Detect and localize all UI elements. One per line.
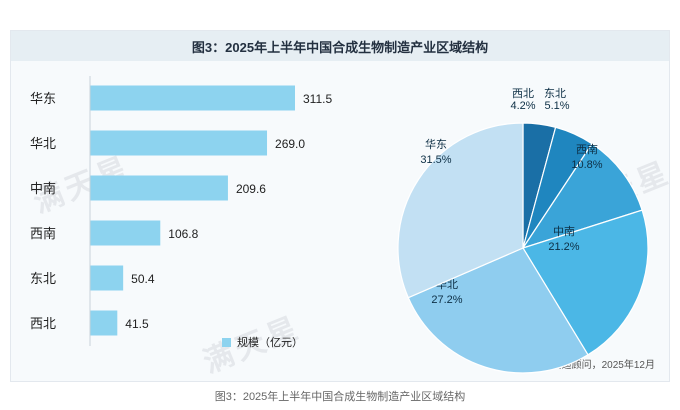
chart-title: 图3：2025年上半年中国合成生物制造产业区域结构: [191, 39, 489, 55]
pie-value-label: 21.2%: [548, 241, 579, 253]
pie-value-label: 5.1%: [544, 100, 569, 112]
legend-label: 规模（亿元）: [237, 337, 303, 349]
bar-category-label: 华北: [30, 136, 56, 151]
chart-canvas: 华东 311.5 华北 269.0 中南 209.6 西南 106.8 东北 50.4 西北 41.5…: [30, 76, 649, 374]
bar: [90, 310, 118, 336]
pie-slice: [521, 142, 643, 250]
bar-value-label: 269.0: [275, 137, 305, 151]
figure-caption: 图3：2025年上半年中国合成生物制造产业区域结构: [214, 391, 466, 403]
pie-slice: [407, 247, 589, 374]
bar: [90, 220, 161, 246]
bar-value-label: 106.8: [168, 227, 198, 241]
pie-slice-label: 西南: [576, 143, 598, 156]
bar-category-label: 华东: [30, 91, 56, 106]
bar: [90, 175, 228, 201]
bar: [90, 265, 124, 291]
bar-category-label: 西北: [30, 316, 56, 331]
legend-swatch: [222, 337, 231, 347]
data-source-note: *数据来源：赛迪顾问，2025年12月: [497, 360, 655, 371]
bar-category-label: 西南: [30, 226, 56, 241]
pie-slice: [397, 122, 524, 299]
pie-value-label: 27.2%: [431, 294, 462, 306]
bar-legend: 规模（亿元）: [222, 334, 303, 350]
bar: [90, 130, 268, 156]
bar: [90, 85, 295, 111]
chart-title-bar: 图3：2025年上半年中国合成生物制造产业区域结构: [11, 31, 669, 61]
bar-value-label: 311.5: [303, 92, 332, 106]
pie-slice-label: 华东: [425, 137, 447, 151]
bar-value-label: 41.5: [125, 317, 149, 331]
pie-slice-label: 中南: [553, 225, 575, 238]
pie-slice-label: 东北: [544, 87, 566, 100]
pie-value-label: 10.8%: [571, 159, 602, 171]
bar-category-label: 中南: [30, 181, 56, 196]
pie-value-label: 4.2%: [510, 100, 535, 112]
bar-value-label: 50.4: [131, 272, 155, 286]
bar-value-label: 209.6: [236, 182, 266, 196]
pie-value-label: 31.5%: [420, 154, 451, 166]
pie-slice-label: 西北: [512, 87, 534, 100]
pie-slice: [522, 209, 649, 356]
bar-category-label: 东北: [30, 271, 56, 286]
